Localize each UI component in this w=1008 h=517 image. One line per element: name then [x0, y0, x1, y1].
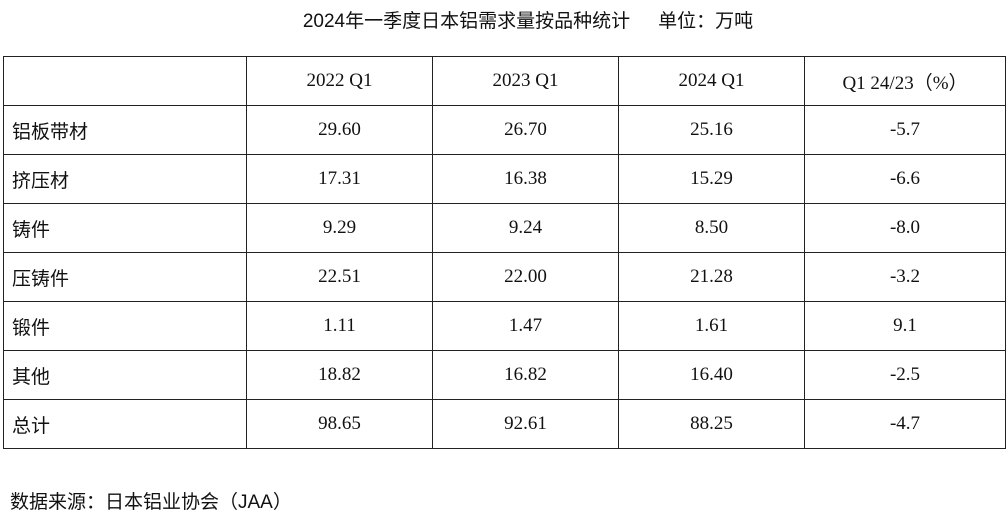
table-cell: 1.47: [432, 301, 619, 351]
header-cell: Q1 24/23（%）: [804, 56, 1006, 106]
table-cell: 1.61: [618, 301, 805, 351]
header-cell: 2022 Q1: [246, 56, 433, 106]
row-label: 压铸件: [3, 252, 247, 302]
table-cell: 9.29: [246, 203, 433, 253]
row-label: 铸件: [3, 203, 247, 253]
table-cell: -6.6: [804, 154, 1006, 204]
table-cell: 92.61: [432, 399, 619, 449]
table-row: 挤压材 17.31 16.38 15.29 -6.6: [3, 154, 1006, 204]
table-cell: 17.31: [246, 154, 433, 204]
table-cell: 22.51: [246, 252, 433, 302]
table-cell: 26.70: [432, 105, 619, 155]
row-label: 挤压材: [3, 154, 247, 204]
header-cell: [3, 56, 247, 106]
header-row: 2022 Q1 2023 Q1 2024 Q1 Q1 24/23（%）: [3, 56, 1006, 106]
table-cell: -3.2: [804, 252, 1006, 302]
table-cell: 29.60: [246, 105, 433, 155]
table-cell: 18.82: [246, 350, 433, 400]
table-cell: 15.29: [618, 154, 805, 204]
unit-text: 单位：万吨: [658, 11, 754, 32]
header-cell: 2024 Q1: [618, 56, 805, 106]
table-cell: 25.16: [618, 105, 805, 155]
header-cell: 2023 Q1: [432, 56, 619, 106]
table-cell: 16.40: [618, 350, 805, 400]
row-label: 其他: [3, 350, 247, 400]
table-row: 其他 18.82 16.82 16.40 -2.5: [3, 350, 1006, 400]
row-label: 锻件: [3, 301, 247, 351]
table-row: 铸件 9.29 9.24 8.50 -8.0: [3, 203, 1006, 253]
table-cell: 9.1: [804, 301, 1006, 351]
table-row: 锻件 1.11 1.47 1.61 9.1: [3, 301, 1006, 351]
row-label: 铝板带材: [3, 105, 247, 155]
row-label: 总计: [3, 399, 247, 449]
title-text: 2024年一季度日本铝需求量按品种统计: [302, 11, 631, 32]
table-row: 压铸件 22.51 22.00 21.28 -3.2: [3, 252, 1006, 302]
data-table: 2022 Q1 2023 Q1 2024 Q1 Q1 24/23（%） 铝板带材 29.6…: [3, 56, 1006, 449]
table-cell: 88.25: [618, 399, 805, 449]
table-cell: 22.00: [432, 252, 619, 302]
table-cell: 9.24: [432, 203, 619, 253]
table-cell: -4.7: [804, 399, 1006, 449]
table-cell: 1.11: [246, 301, 433, 351]
table-cell: -8.0: [804, 203, 1006, 253]
table-title: 2024年一季度日本铝需求量按品种统计 单位：万吨: [0, 6, 1008, 33]
table-cell: 21.28: [618, 252, 805, 302]
table-cell: -5.7: [804, 105, 1006, 155]
table-cell: 16.38: [432, 154, 619, 204]
table-cell: 98.65: [246, 399, 433, 449]
source-note: 数据来源：日本铝业协会（JAA）: [10, 492, 292, 513]
table-row: 总计 98.65 92.61 88.25 -4.7: [3, 399, 1006, 449]
table-cell: 8.50: [618, 203, 805, 253]
table-row: 铝板带材 29.60 26.70 25.16 -5.7: [3, 105, 1006, 155]
table-cell: -2.5: [804, 350, 1006, 400]
table-cell: 16.82: [432, 350, 619, 400]
